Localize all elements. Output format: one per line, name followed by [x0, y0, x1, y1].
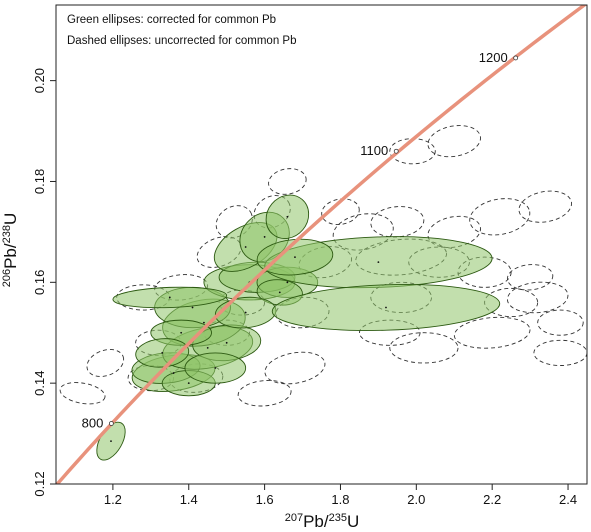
ellipse-centre-18 [385, 306, 387, 309]
uncorrected-ellipse-5 [264, 351, 326, 385]
x-axis-ticks: 1.2 1.4 1.6 1.8 2.0 2.2 2.4 [104, 484, 577, 507]
ellipse-centre-6 [225, 341, 228, 344]
age-marker-1100 [393, 148, 399, 154]
uncorrected-ellipse-19 [427, 215, 481, 248]
ellipse-centre-4 [206, 346, 209, 349]
ellipse-centre-20 [161, 352, 164, 354]
age-marker-1200 [513, 55, 519, 61]
uncorrected-ellipse-10 [506, 264, 554, 291]
uncorrected-ellipse-17 [518, 190, 573, 223]
ellipse-centre-13 [286, 215, 289, 218]
concordia-age-markers: 800 1100 1200 [82, 50, 519, 430]
ellipse-centre-14 [278, 291, 281, 294]
legend-line-1: Green ellipses: corrected for common Pb [67, 14, 276, 26]
ellipse-centre-3 [187, 382, 190, 385]
ellipse-centre-22 [294, 256, 296, 259]
y-tick-label: 0.12 [32, 471, 47, 496]
x-tick-label: 2.4 [559, 492, 577, 507]
age-label-1200: 1200 [479, 50, 508, 65]
uncorrected-ellipse-27 [215, 205, 253, 239]
age-label-800: 800 [82, 415, 104, 430]
uncorrected-ellipse-25 [268, 168, 307, 195]
ellipse-centre-5 [203, 321, 205, 324]
ellipse-centre-15 [244, 311, 247, 314]
y-tick-label: 0.18 [32, 169, 47, 194]
uncorrected-ellipse-22 [321, 198, 360, 226]
uncorrected-ellipse-23 [427, 125, 481, 158]
x-tick-label: 1.6 [256, 492, 274, 507]
ellipse-centre-21 [214, 367, 217, 369]
x-tick-label: 1.8 [331, 492, 349, 507]
uncorrected-ellipse-4 [237, 380, 292, 407]
x-tick-label: 1.2 [104, 492, 122, 507]
y-tick-label: 0.20 [32, 68, 47, 93]
uncorrected-ellipse-0 [86, 349, 125, 377]
x-tick-label: 2.2 [483, 492, 501, 507]
uncorrected-ellipse-1 [59, 382, 106, 405]
uncorrected-ellipse-15 [453, 316, 531, 349]
legend-line-2: Dashed ellipses: uncorrected for common … [67, 35, 296, 47]
ellipse-centre-1 [172, 372, 175, 374]
ellipse-centre-17 [377, 261, 380, 264]
uncorrected-ellipse-11 [506, 281, 569, 314]
uncorrected-ellipse-16 [537, 309, 584, 336]
x-tick-label: 1.4 [180, 492, 198, 507]
uncorrected-ellipse-35 [533, 339, 587, 366]
y-tick-label: 0.14 [32, 371, 47, 396]
ellipse-centre-10 [286, 281, 289, 284]
ellipse-centre-19 [180, 331, 183, 334]
y-axis-label: 206Pb/238U [1, 213, 20, 288]
uncorrected-ellipse-18 [469, 198, 531, 236]
ellipse-centre-11 [244, 246, 247, 248]
uncorrected-ellipse-14 [389, 332, 459, 364]
age-marker-800 [108, 421, 114, 426]
ellipse-centre-16 [168, 296, 171, 299]
y-tick-label: 0.16 [32, 270, 47, 295]
ellipse-centre-0 [110, 440, 112, 443]
x-axis-label: 207Pb/235U [285, 512, 360, 531]
plot-frame [55, 4, 588, 485]
ellipse-centre-12 [263, 236, 266, 238]
y-axis-ticks: 0.12 0.14 0.16 0.18 0.20 [32, 68, 56, 497]
uncorrected-ellipse-20 [370, 206, 425, 238]
age-label-1100: 1100 [360, 143, 388, 158]
ellipse-centre-7 [191, 306, 194, 309]
x-tick-label: 2.0 [407, 492, 425, 507]
corrected-ellipses [96, 194, 501, 461]
